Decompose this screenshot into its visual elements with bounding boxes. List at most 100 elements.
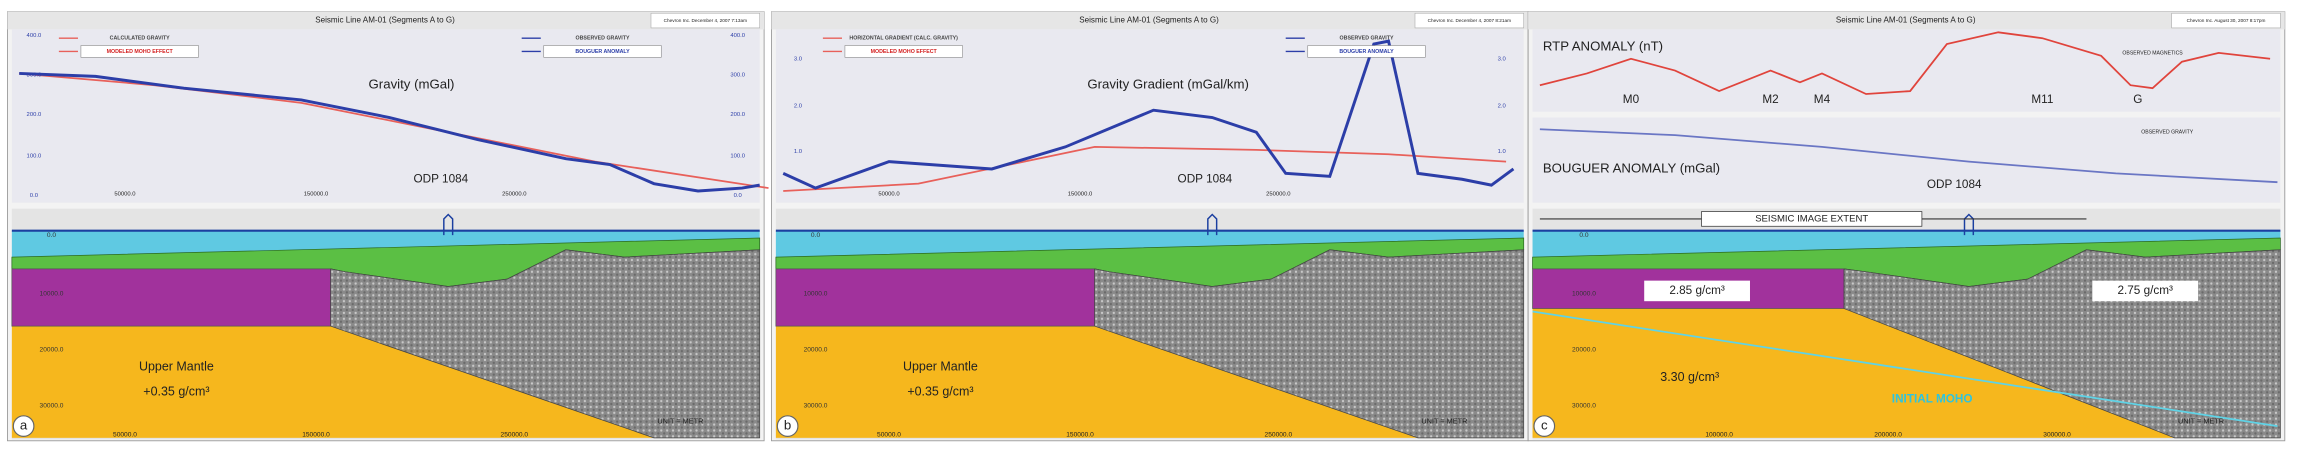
panel-title: Seismic Line AM-01 (Segments A to G) xyxy=(1836,16,1976,25)
panel-letter: a xyxy=(20,418,28,433)
odp-marker xyxy=(1963,213,1975,236)
y-tick-label: 3.0 xyxy=(794,56,803,62)
legend-entry: OBSERVED GRAVITY xyxy=(1340,36,1394,42)
title-bar xyxy=(771,11,1529,30)
x-tick-label: 300000.0 xyxy=(2043,432,2071,439)
legend-entry: HORIZONTAL GRADIENT (CALC. GRAVITY) xyxy=(849,36,958,42)
depth-tick-label: 10000.0 xyxy=(804,291,828,298)
depth-tick-label: 0.0 xyxy=(47,232,57,239)
legend-entry: BOUGUER ANOMALY xyxy=(575,49,630,55)
y-tick-label: 100.0 xyxy=(27,153,42,159)
plot-label: Gravity (mGal) xyxy=(369,77,455,92)
x-tick-label: 50000.0 xyxy=(878,191,900,197)
depth-tick-label: 0.0 xyxy=(811,232,821,239)
extent-box xyxy=(1701,211,1923,227)
panel-title: Seismic Line AM-01 (Segments A to G) xyxy=(315,16,455,25)
calculated-curve xyxy=(783,146,1507,192)
legend-box xyxy=(80,45,199,58)
bouguer-label: BOUGUER ANOMALY (mGal) xyxy=(1543,160,1720,175)
stamp-box xyxy=(650,12,761,29)
timestamp: Chevron Inc. August 30, 2007 8:17pm xyxy=(2187,18,2266,23)
stamp-box xyxy=(1414,12,1525,29)
y2-tick-label: 2.0 xyxy=(1498,103,1507,109)
depth-tick-label: 20000.0 xyxy=(804,346,828,353)
odp-marker xyxy=(443,213,454,236)
water xyxy=(11,230,760,258)
bouguer-curve xyxy=(1539,128,2278,184)
bouguer-plot-area xyxy=(1532,117,2281,203)
depth-tick-label: 10000.0 xyxy=(40,291,64,298)
water xyxy=(1532,230,2281,258)
timestamp: Chevron Inc. December 4, 2007 8:21am xyxy=(1428,18,1511,23)
moho-label: INITIAL MOHO xyxy=(1892,393,1973,406)
layer-label: Upper Mantle xyxy=(139,360,214,374)
x-tick-label: 50000.0 xyxy=(114,191,136,197)
panel: Seismic Line AM-01 (Segments A to G) Chev… xyxy=(7,11,769,442)
y2-tick-label: 1.0 xyxy=(1498,149,1507,155)
layer-label: +0.35 g/cm³ xyxy=(143,385,209,399)
x-tick-label: 50000.0 xyxy=(113,432,137,439)
panel-badge xyxy=(1533,415,1556,437)
depth-tick-label: 20000.0 xyxy=(40,346,64,353)
timestamp: Chevron Inc. December 4, 2007 7:13am xyxy=(664,18,747,23)
y2-tick-label: 300.0 xyxy=(730,72,745,78)
legend-entry: OBSERVED MAGNETICS xyxy=(2122,50,2183,56)
site-label: ODP 1084 xyxy=(1927,178,1982,191)
odp-marker xyxy=(1207,213,1218,236)
panel: Seismic Line AM-01 (Segments A to G) Chev… xyxy=(1527,11,2286,442)
rtp-label: RTP ANOMALY (nT) xyxy=(1543,39,1663,54)
anomaly-label: M2 xyxy=(1762,93,1778,106)
legend-box xyxy=(543,45,662,58)
y-tick-label: 2.0 xyxy=(794,103,803,109)
unit-label: UNIT = METR xyxy=(1421,417,1467,426)
anomaly-label: M11 xyxy=(2031,93,2053,106)
panel-title: Seismic Line AM-01 (Segments A to G) xyxy=(1079,16,1219,25)
x-tick-label: 250000.0 xyxy=(1265,432,1293,439)
layer-label: +0.35 g/cm³ xyxy=(907,385,973,399)
unit-label: UNIT = METR xyxy=(2178,417,2224,426)
upper-crust xyxy=(330,249,761,439)
density-box xyxy=(1644,280,1750,302)
y-tick-label: 0.0 xyxy=(30,193,39,199)
plot-area xyxy=(775,29,1524,203)
title-bar xyxy=(1528,11,2285,30)
calculated-curve xyxy=(19,72,769,189)
x-tick-label: 150000.0 xyxy=(1068,191,1093,197)
layer-label: Upper Mantle xyxy=(903,360,978,374)
legend-entry: BOUGUER ANOMALY xyxy=(1339,49,1394,55)
rtp-curve xyxy=(1539,31,2271,95)
legend-entry: MODELED MOHO EFFECT xyxy=(107,49,174,55)
depth-tick-label: 30000.0 xyxy=(40,402,64,409)
stamp-box xyxy=(2171,12,2281,29)
depth-tick-label: 10000.0 xyxy=(1572,291,1596,298)
upper-crust xyxy=(1094,249,1525,439)
density-label: 2.75 g/cm³ xyxy=(2117,284,2173,297)
observed-curve xyxy=(782,39,1515,190)
y2-tick-label: 3.0 xyxy=(1498,56,1507,62)
title-bar xyxy=(7,11,765,30)
y2-tick-label: 0.0 xyxy=(734,193,743,199)
x-tick-label: 250000.0 xyxy=(1266,191,1291,197)
density-label: 2.85 g/cm³ xyxy=(1669,284,1725,297)
panel-badge xyxy=(12,415,35,437)
x-tick-label: 250000.0 xyxy=(502,191,527,197)
site-label: ODP 1084 xyxy=(414,172,469,185)
y2-tick-label: 100.0 xyxy=(730,153,745,159)
depth-tick-label: 20000.0 xyxy=(1572,346,1596,353)
observed-curve xyxy=(19,71,760,193)
x-tick-label: 150000.0 xyxy=(304,191,329,197)
density-box xyxy=(2092,280,2199,302)
y-tick-label: 200.0 xyxy=(27,112,42,118)
depth-tick-label: 30000.0 xyxy=(1572,402,1596,409)
extent-label: SEISMIC IMAGE EXTENT xyxy=(1755,213,1868,224)
unit-label: UNIT = METR xyxy=(657,417,703,426)
legend-entry: MODELED MOHO EFFECT xyxy=(871,49,938,55)
x-tick-label: 150000.0 xyxy=(1066,432,1094,439)
x-tick-label: 250000.0 xyxy=(501,432,529,439)
anomaly-label: G xyxy=(2133,93,2142,106)
density-label: 3.30 g/cm³ xyxy=(1660,370,1719,384)
panel-letter: c xyxy=(1541,418,1548,433)
anomaly-label: M0 xyxy=(1623,93,1640,106)
